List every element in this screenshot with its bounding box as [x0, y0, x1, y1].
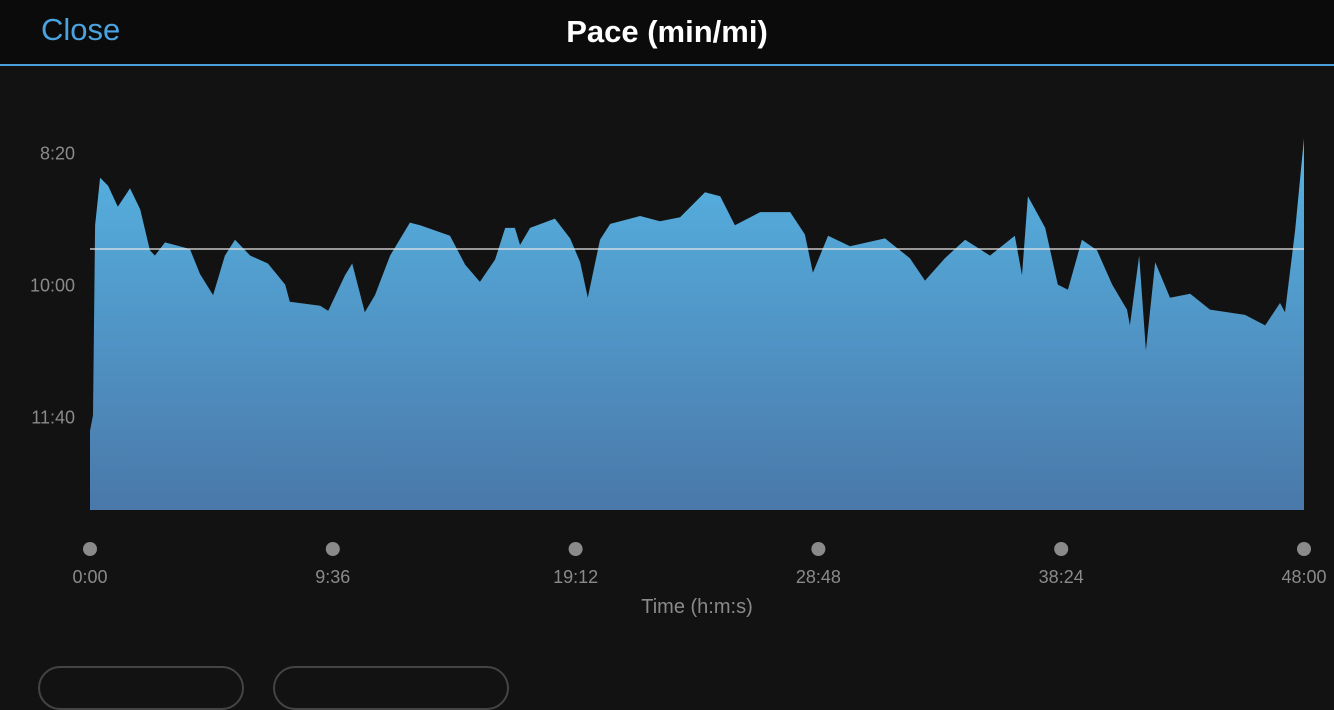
- x-tick-marker[interactable]: [811, 542, 826, 556]
- header-bar: Close Pace (min/mi): [0, 0, 1334, 66]
- x-tick-marker[interactable]: [568, 542, 583, 556]
- pace-area: [90, 138, 1304, 510]
- y-tick-label: 11:40: [31, 407, 75, 427]
- y-tick-label: 10:00: [30, 276, 75, 296]
- pace-chart: 8:20 10:00 11:40 0:00 9:36 19:12 28:48 38:24 48…: [30, 138, 1327, 618]
- footer-button-1[interactable]: [38, 666, 244, 710]
- x-axis-label: Time (h:m:s): [641, 596, 752, 618]
- x-tick-marker[interactable]: [1297, 542, 1311, 556]
- x-tick-label: 19:12: [553, 567, 598, 587]
- x-tick-label: 0:00: [72, 567, 107, 587]
- x-tick-marker[interactable]: [325, 542, 340, 556]
- footer-button-2[interactable]: [273, 666, 509, 710]
- x-tick-label: 9:36: [315, 567, 350, 587]
- x-tick-marker[interactable]: [83, 542, 97, 556]
- page-title: Pace (min/mi): [566, 14, 768, 49]
- x-tick-marker[interactable]: [1054, 542, 1069, 556]
- close-button[interactable]: Close: [41, 12, 121, 47]
- x-tick-label: 48:00: [1281, 567, 1326, 587]
- x-tick-label: 28:48: [796, 567, 841, 587]
- y-tick-label: 8:20: [40, 144, 75, 164]
- x-tick-label: 38:24: [1039, 567, 1084, 587]
